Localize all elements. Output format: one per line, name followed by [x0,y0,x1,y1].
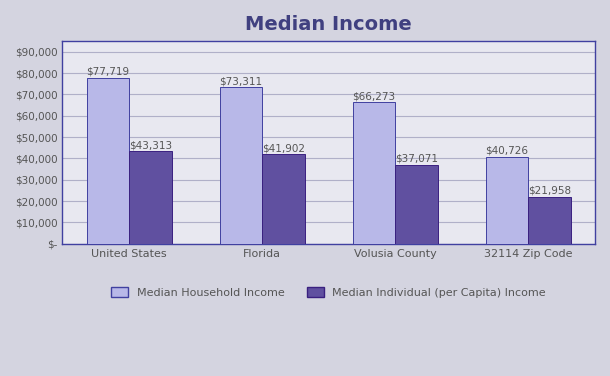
Bar [220,87,262,244]
Bar [87,78,129,244]
Text: $73,311: $73,311 [220,76,262,86]
Bar [353,102,395,244]
Bar [129,152,172,244]
Bar [528,197,571,244]
Bar [262,155,305,244]
Text: $77,719: $77,719 [87,67,129,77]
Text: $37,071: $37,071 [395,154,438,164]
Bar [395,165,438,244]
Title: Median Income: Median Income [245,15,412,34]
Bar [486,157,528,244]
Text: $41,902: $41,902 [262,143,305,153]
Text: $66,273: $66,273 [353,91,395,102]
Text: $40,726: $40,726 [486,146,528,156]
Legend: Median Household Income, Median Individual (per Capita) Income: Median Household Income, Median Individu… [106,281,551,303]
Text: $21,958: $21,958 [528,186,571,196]
Text: $43,313: $43,313 [129,140,172,150]
